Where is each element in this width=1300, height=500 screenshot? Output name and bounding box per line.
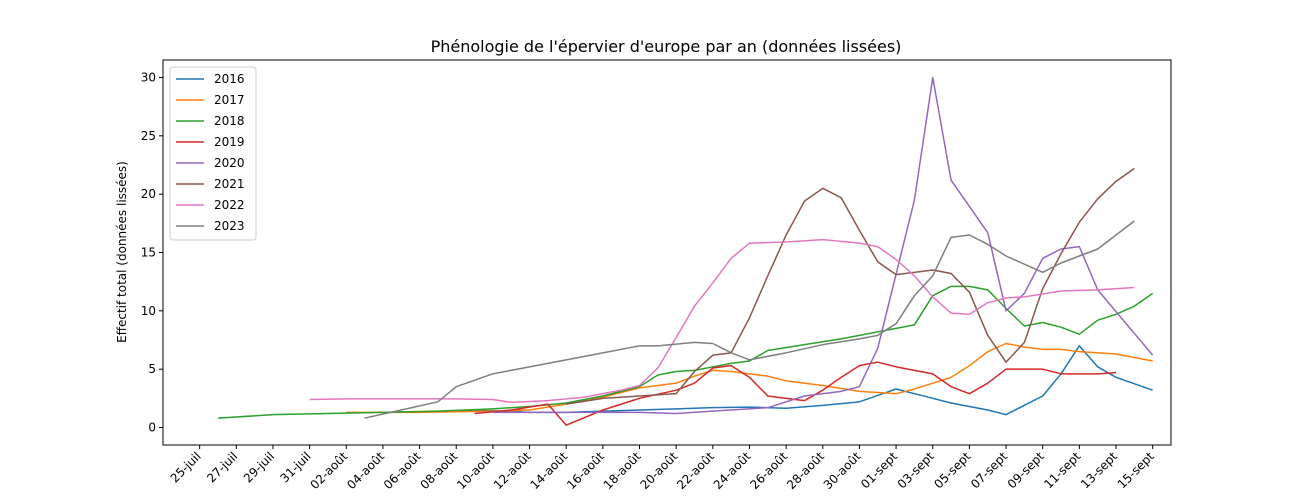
y-axis: 0 5 10 15 20 25 30 [141,71,163,435]
series-line-2018 [217,285,1154,419]
y-tick-label: 5 [148,362,156,376]
series-line-2017 [346,342,1153,414]
legend-box [169,66,257,241]
y-axis-title: Effectif total (données lissées) [115,161,129,343]
legend: 2016 2017 2018 2019 2020 2021 2022 2023 [169,66,257,241]
y-tick-label: 20 [141,187,156,201]
y-tick-label: 10 [141,304,156,318]
series-line-2019 [474,361,1117,426]
legend-label-2019: 2019 [214,135,245,149]
chart-title: Phénologie de l'épervier d'europe par an… [431,37,902,56]
legend-label-2017: 2017 [214,93,245,107]
series-layer [217,76,1154,426]
legend-label-2016: 2016 [214,72,245,86]
series-line-2023 [364,220,1135,419]
legend-label-2023: 2023 [214,219,245,233]
y-tick-label: 0 [148,421,156,435]
series-line-2020 [492,76,1154,415]
y-tick-label: 15 [141,246,156,260]
legend-label-2022: 2022 [214,198,245,212]
series-line-2021 [566,167,1135,405]
legend-label-2021: 2021 [214,177,245,191]
y-tick-label: 25 [141,129,156,143]
legend-label-2018: 2018 [214,114,245,128]
legend-label-2020: 2020 [214,156,245,170]
series-line-2022 [309,238,1135,404]
y-tick-label: 30 [141,71,156,85]
